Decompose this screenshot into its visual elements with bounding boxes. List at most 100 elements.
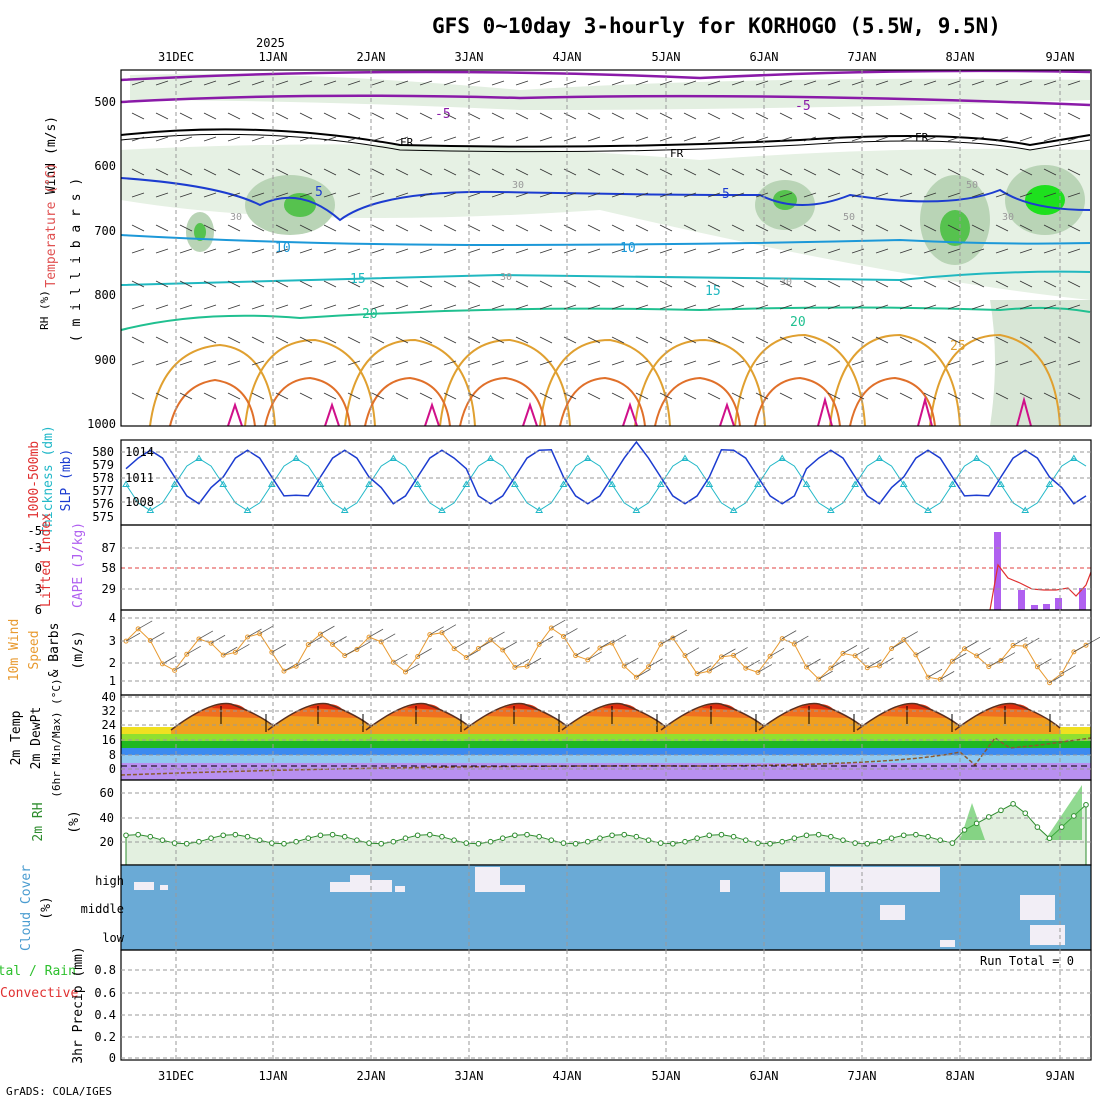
wind-barb	[947, 360, 961, 366]
temp-hump	[171, 703, 276, 734]
wind-barb	[371, 392, 385, 400]
wind-barb	[707, 80, 721, 86]
wind-barb	[299, 392, 313, 400]
wind-speed-point	[864, 665, 870, 671]
wind-barb	[563, 304, 577, 310]
wind-barb	[405, 663, 420, 673]
axis-tick-label: 1014	[125, 445, 154, 459]
wind-barb	[660, 635, 675, 645]
wind-barb	[731, 336, 745, 344]
wind-barb	[875, 304, 889, 310]
axis-tick-label: 575	[92, 510, 114, 524]
wind-barb	[467, 336, 481, 344]
upper-air-panel: -5 -5 FR FR FR 5 5 10 10 15 15 20 20 25 …	[120, 69, 1092, 427]
rh-point	[451, 837, 457, 843]
wind-barb	[755, 168, 769, 176]
wind-barb	[332, 636, 347, 645]
wind-speed-point	[475, 645, 481, 651]
rh-point	[925, 833, 931, 840]
wind-barb	[1037, 658, 1052, 668]
slp-line	[125, 440, 1087, 505]
wind-speed-point	[257, 631, 263, 637]
wind-barb	[995, 392, 1009, 400]
wind-barb	[203, 224, 217, 232]
wind-speed-point	[658, 641, 664, 647]
rh-point	[706, 832, 713, 839]
panel-label-rh: RH (%)	[38, 290, 51, 330]
wind-speed-point	[949, 658, 955, 664]
wind-barb	[899, 80, 913, 86]
date-label-top: 1JAN	[259, 50, 288, 64]
year-label: 2025	[256, 36, 285, 50]
wind-speed-line	[125, 627, 1087, 684]
wind-barb	[971, 248, 985, 254]
wind-barb	[1043, 192, 1057, 198]
rh-point	[171, 840, 178, 846]
wind-barb	[347, 248, 361, 254]
wind-barb	[947, 248, 961, 254]
wind-barb	[299, 224, 313, 232]
wind-barb	[467, 136, 481, 142]
wind-barb	[323, 112, 337, 120]
wind-barb	[323, 360, 337, 366]
thickness-marker	[486, 454, 495, 461]
wind-barb	[203, 392, 217, 400]
rh-point	[767, 840, 773, 847]
wind-barb	[611, 634, 627, 644]
wind-barb	[393, 653, 408, 663]
wind-barb	[515, 192, 529, 198]
wind-barb	[1067, 136, 1081, 142]
wind-barb	[818, 670, 833, 680]
cape-bar	[1055, 598, 1062, 610]
wind-barb	[563, 628, 578, 637]
wind-barb	[395, 80, 409, 86]
thickness-marker	[802, 480, 811, 487]
wind-speed-point	[767, 653, 773, 659]
thickness-marker	[851, 480, 859, 487]
rh-point	[998, 807, 1004, 814]
wind-barb	[251, 280, 265, 288]
wind-barb	[587, 360, 601, 366]
wind-barb	[491, 168, 505, 176]
wind-barb	[155, 280, 169, 288]
axis-tick-label: 900	[94, 353, 116, 367]
rh-point	[499, 835, 506, 841]
rh-point	[1083, 801, 1089, 808]
wind-barb	[779, 304, 793, 310]
wind-barb	[755, 280, 769, 288]
panel-label-precip: 3hr Precip (mm)	[71, 946, 86, 1063]
date-label-top: 6JAN	[750, 50, 779, 64]
wind-barb	[755, 80, 769, 86]
wind-barb	[899, 248, 913, 254]
wind-barb	[251, 360, 265, 366]
axis-tick-label: 4	[109, 611, 116, 625]
wind-barb	[227, 224, 241, 232]
wind-barb	[179, 336, 193, 344]
wind-barb	[347, 392, 361, 400]
wind-barb	[707, 168, 721, 176]
wind-barb	[971, 80, 985, 86]
wind-barb	[854, 647, 870, 657]
wind-barb	[1019, 248, 1033, 254]
wind-barb	[539, 336, 553, 344]
rh-point	[548, 837, 555, 843]
wind-speed-point	[633, 674, 639, 680]
wind-barb	[611, 192, 625, 198]
axis-tick-label: 0	[35, 561, 42, 575]
axis-tick-label: 0	[109, 762, 116, 776]
wind-speed-point	[913, 652, 919, 658]
rh-point	[317, 832, 324, 839]
rh-point	[135, 831, 141, 838]
axis-tick-label: 578	[92, 471, 114, 485]
wind-speed-point	[281, 668, 287, 674]
wind-barb	[467, 304, 481, 310]
rh-point	[864, 840, 871, 847]
rh-point	[439, 833, 445, 840]
wind-speed-point	[524, 663, 530, 669]
wind-barb	[515, 168, 529, 176]
wind-barb	[947, 224, 961, 232]
wind-barb	[947, 136, 961, 142]
wind-barb	[659, 360, 673, 366]
wind-barb	[803, 336, 817, 344]
wind-barb	[515, 248, 529, 254]
